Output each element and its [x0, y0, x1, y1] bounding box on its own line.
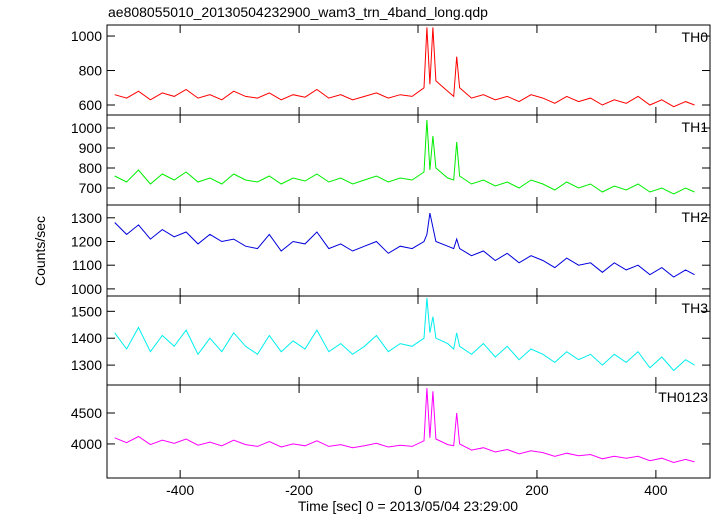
data-line	[114, 119, 695, 195]
data-line	[114, 297, 695, 372]
x-tick-label: -200	[285, 482, 313, 498]
y-tick-label: 1000	[71, 281, 102, 297]
y-tick-label: 1200	[71, 233, 102, 249]
data-line	[114, 212, 695, 278]
x-tick-label: 200	[525, 482, 549, 498]
panel-frame	[106, 295, 711, 386]
panel-label: TH0123	[658, 389, 708, 405]
x-tick-label: 400	[644, 482, 668, 498]
y-tick-label: 800	[79, 63, 103, 79]
y-tick-label: 1500	[71, 303, 102, 319]
y-tick-label: 600	[79, 97, 103, 113]
data-line	[114, 388, 695, 464]
panel-label: TH1	[682, 119, 709, 135]
panel-label: TH0	[682, 29, 709, 45]
x-axis-label: Time [sec] 0 = 2013/05/04 23:29:00	[298, 498, 518, 514]
y-tick-label: 4500	[71, 405, 102, 421]
y-tick-label: 1400	[71, 330, 102, 346]
y-tick-label: 700	[79, 180, 103, 196]
y-tick-label: 900	[79, 140, 103, 156]
y-tick-label: 4000	[71, 436, 102, 452]
panel-frame	[106, 114, 711, 206]
chart-title: ae808055010_20130504232900_wam3_trn_4ban…	[108, 4, 488, 20]
data-line	[114, 27, 695, 108]
y-tick-label: 800	[79, 160, 103, 176]
y-tick-label: 1300	[71, 210, 102, 226]
panel-label: TH2	[682, 209, 709, 225]
x-tick-label: -400	[166, 482, 194, 498]
y-tick-label: 1100	[72, 257, 102, 273]
y-axis-label: Counts/sec	[32, 216, 48, 286]
y-tick-label: 1000	[71, 28, 102, 44]
y-tick-label: 1000	[71, 120, 102, 136]
panel-frame	[106, 204, 711, 297]
panel-frame	[106, 384, 711, 479]
x-tick-label: 0	[414, 482, 422, 498]
panel-label: TH3	[682, 300, 709, 316]
y-tick-label: 1300	[71, 357, 102, 373]
